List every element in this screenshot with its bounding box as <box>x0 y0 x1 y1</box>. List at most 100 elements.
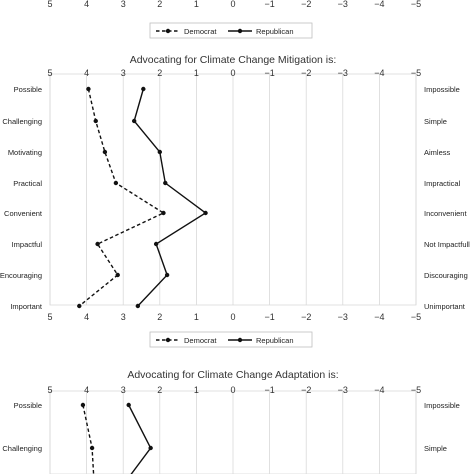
x-tick-label: −3 <box>338 68 348 78</box>
x-tick-label: −2 <box>301 312 311 322</box>
x-tick-label: 3 <box>121 312 126 322</box>
x-tick-label: 0 <box>230 312 235 322</box>
x-tick-label: 5 <box>47 385 52 395</box>
x-tick-label: 4 <box>84 0 89 9</box>
data-point-democrat <box>113 180 119 186</box>
right-category-label: Simple <box>424 444 447 453</box>
chart-panel-1: Advocating for Climate Change Mitigation… <box>0 54 470 348</box>
right-category-label: Aimless <box>424 148 451 157</box>
x-tick-label: 0 <box>230 68 235 78</box>
series-line-republican <box>133 88 207 307</box>
x-tick-label: 1 <box>194 68 199 78</box>
x-tick-label: 0 <box>230 0 235 9</box>
chart-panel-0: 5 4 3 2 1 0 −1 −2 −3 −4 −5 Democrat Republican <box>47 0 421 39</box>
legend-marker-democrat <box>165 28 171 34</box>
series-line-democrat <box>82 404 95 474</box>
left-category-label: Important <box>10 302 43 311</box>
data-point-democrat <box>115 272 120 278</box>
data-point-democrat <box>77 303 82 309</box>
x-tick-label: 2 <box>157 312 162 322</box>
x-tick-label: −1 <box>264 312 274 322</box>
data-point-republican <box>203 210 208 216</box>
x-tick-label: 3 <box>121 0 126 9</box>
right-category-label: Not Impactfull <box>424 240 470 249</box>
x-tick-label: −1 <box>264 68 274 78</box>
left-category-label: Encouraging <box>0 271 42 280</box>
data-point-democrat <box>93 118 98 124</box>
x-tick-label: 2 <box>157 385 162 395</box>
x-tick-label: 4 <box>84 68 89 78</box>
chart-title: Advocating for Climate Change Adaptation… <box>127 369 338 381</box>
left-category-label: Motivating <box>8 148 42 157</box>
right-category-label: Discouraging <box>424 271 468 280</box>
data-point-republican <box>157 149 162 155</box>
x-tick-label: −1 <box>264 0 274 9</box>
x-tick-label: 4 <box>84 312 89 322</box>
left-category-label: Impactful <box>12 240 43 249</box>
x-tick-label: −5 <box>411 385 421 395</box>
x-tick-label: 3 <box>121 385 126 395</box>
chart-panel-2: Advocating for Climate Change Adaptation… <box>2 369 460 474</box>
right-category-label: Unimportant <box>424 302 466 311</box>
x-tick-label: 1 <box>194 0 199 9</box>
plot-frame <box>49 390 417 474</box>
plot-frame <box>49 73 417 306</box>
legend-marker-republican <box>237 28 243 34</box>
x-tick-label: 5 <box>47 312 52 322</box>
left-category-label: Convenient <box>4 209 43 218</box>
x-tick-label: −2 <box>301 0 311 9</box>
series-line-republican <box>128 404 152 474</box>
data-point-republican <box>164 272 170 278</box>
right-category-label: Impossible <box>424 85 460 94</box>
right-category-label: Impractical <box>424 179 461 188</box>
legend-label-democrat: Democrat <box>184 336 217 345</box>
x-tick-label: 2 <box>157 0 162 9</box>
x-tick-label: −3 <box>338 312 348 322</box>
data-point-republican <box>135 303 141 309</box>
x-tick-label: −2 <box>301 385 311 395</box>
data-point-democrat <box>89 445 95 451</box>
x-tick-label: −4 <box>374 312 384 322</box>
x-tick-label: 3 <box>121 68 126 78</box>
legend-label-republican: Republican <box>256 336 294 345</box>
series-line-democrat <box>78 88 165 307</box>
x-tick-label: −3 <box>338 385 348 395</box>
x-tick-label: 1 <box>194 312 199 322</box>
legend-label-republican: Republican <box>256 27 294 36</box>
right-category-label: Impossible <box>424 401 460 410</box>
left-category-label: Possible <box>14 401 42 410</box>
legend-marker-democrat <box>165 337 171 343</box>
left-category-label: Possible <box>14 85 42 94</box>
data-point-democrat <box>86 86 91 92</box>
right-category-label: Simple <box>424 117 447 126</box>
data-point-democrat <box>161 210 166 216</box>
data-point-republican <box>153 241 159 247</box>
x-tick-label: −2 <box>301 68 311 78</box>
left-category-label: Challenging <box>2 444 42 453</box>
data-point-democrat <box>95 241 100 247</box>
data-point-democrat <box>80 402 86 408</box>
chart-title: Advocating for Climate Change Mitigation… <box>130 54 337 66</box>
legend-marker-republican <box>237 337 243 343</box>
x-tick-label: 2 <box>157 68 162 78</box>
x-tick-label: 5 <box>47 68 52 78</box>
data-point-republican <box>148 445 153 451</box>
x-tick-label: −3 <box>338 0 348 9</box>
right-category-label: Inconvenient <box>424 209 467 218</box>
x-tick-label: −5 <box>411 68 421 78</box>
data-point-republican <box>141 86 146 92</box>
x-tick-label: −5 <box>411 312 421 322</box>
x-tick-label: −5 <box>411 0 421 9</box>
data-point-republican <box>126 402 131 408</box>
data-point-republican <box>163 180 168 186</box>
left-category-label: Challenging <box>2 117 42 126</box>
x-tick-label: −4 <box>374 385 384 395</box>
x-tick-label: 1 <box>194 385 199 395</box>
data-point-republican <box>131 118 137 124</box>
x-tick-label: −1 <box>264 385 274 395</box>
data-point-democrat <box>102 149 108 155</box>
x-tick-label: 0 <box>230 385 235 395</box>
x-tick-label: 4 <box>84 385 89 395</box>
x-tick-label: 5 <box>47 0 52 9</box>
